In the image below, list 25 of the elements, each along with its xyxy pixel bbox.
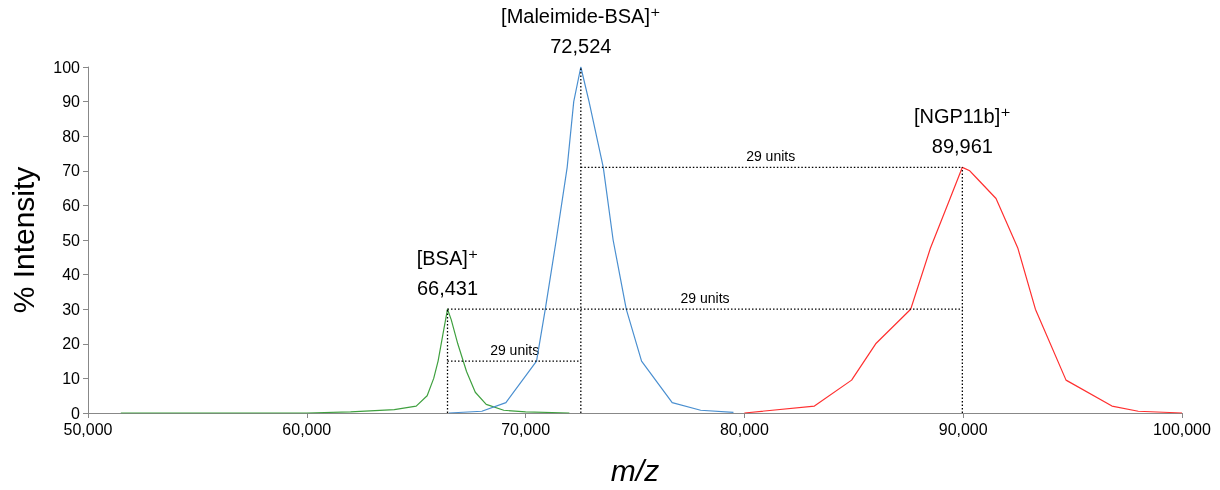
y-tick-label: 90 [62, 93, 81, 111]
annotation: [NGP11b]⁺ 89,961 [913, 105, 1011, 158]
annotation: 29 units [680, 290, 730, 307]
y-tick-label: 50 [62, 231, 81, 249]
y-tick-label: 20 [62, 335, 81, 353]
x-axis-title: m/z [610, 453, 660, 487]
annotation: [Maleimide-BSA]⁺ 72,524 [501, 5, 661, 57]
y-tick-label: 10 [62, 369, 81, 387]
annotation: [BSA]⁺ 66,431 [416, 247, 479, 300]
annotation: 29 units [746, 148, 796, 165]
y-tick-label: 100 [53, 58, 81, 76]
y-tick-label: 40 [62, 266, 81, 284]
y-axis-title: % Intensity [6, 166, 40, 314]
x-tick-label: 90,000 [938, 420, 988, 438]
x-tick-label: 60,000 [282, 420, 332, 438]
y-tick-label: 30 [62, 300, 81, 318]
x-tick-label: 80,000 [719, 420, 769, 438]
x-tick-label: 70,000 [501, 420, 551, 438]
y-tick-label: 0 [71, 404, 81, 422]
x-tick-label: 50,000 [63, 420, 113, 438]
y-tick-label: 60 [62, 196, 81, 214]
y-tick-label: 70 [62, 162, 81, 180]
annotation: 29 units [490, 342, 540, 359]
y-tick-label: 80 [62, 127, 81, 145]
x-tick-label: 100,000 [1153, 420, 1212, 438]
